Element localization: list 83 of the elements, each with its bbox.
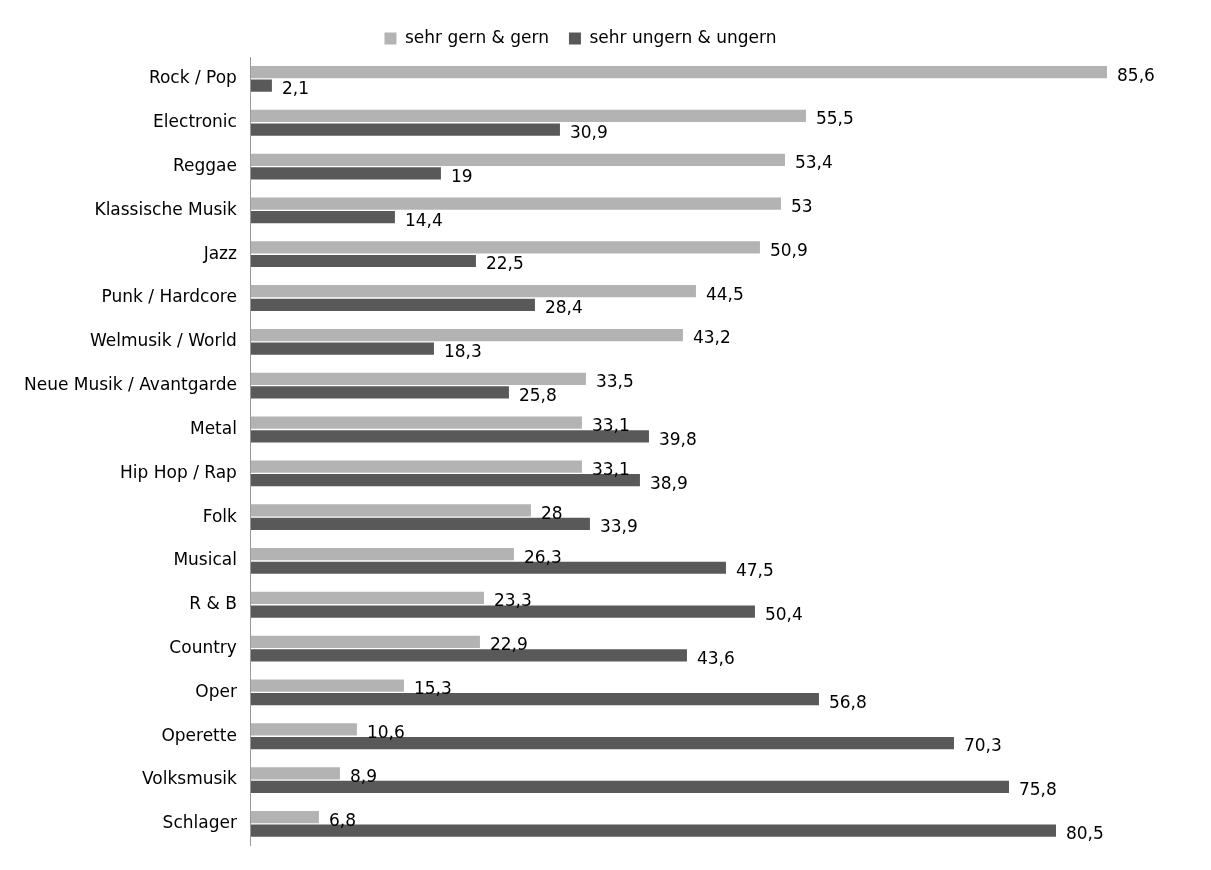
data-label: 43,6 xyxy=(696,647,735,668)
data-label: 70,3 xyxy=(963,735,1002,756)
data-label: 33,1 xyxy=(591,415,630,436)
bar xyxy=(250,153,785,166)
bar xyxy=(250,123,560,136)
data-label: 28 xyxy=(540,502,563,523)
data-label: 75,8 xyxy=(1018,779,1057,800)
bar xyxy=(250,197,781,210)
legend-label: sehr gern & gern xyxy=(404,26,549,47)
data-label: 44,5 xyxy=(705,283,744,304)
data-label: 15,3 xyxy=(413,678,452,699)
y-tick-label: Neue Musik / Avantgarde xyxy=(23,374,237,395)
y-tick-label: Punk / Hardcore xyxy=(101,286,237,307)
data-label: 18,3 xyxy=(443,341,482,362)
bar xyxy=(250,460,582,473)
data-label: 23,3 xyxy=(493,590,532,611)
data-label: 50,4 xyxy=(764,603,803,624)
data-label: 26,3 xyxy=(523,546,562,567)
data-label: 39,8 xyxy=(658,428,697,449)
bar xyxy=(250,635,480,648)
data-label: 33,9 xyxy=(599,516,638,537)
bar xyxy=(250,298,535,311)
bar xyxy=(250,517,590,531)
bar xyxy=(250,548,514,561)
y-tick-label: Volksmusik xyxy=(142,768,238,789)
data-label: 38,9 xyxy=(649,472,688,493)
data-label: 53,4 xyxy=(794,152,833,173)
data-label: 85,6 xyxy=(1117,64,1155,85)
data-label: 33,5 xyxy=(595,371,634,392)
data-label: 33,1 xyxy=(591,458,630,479)
data-label: 19 xyxy=(450,165,473,186)
bar xyxy=(250,372,586,385)
y-tick-label: Welmusik / World xyxy=(89,330,237,351)
bar xyxy=(250,109,806,123)
data-label: 10,6 xyxy=(366,721,405,742)
data-label: 43,2 xyxy=(692,327,731,348)
y-tick-label: Jazz xyxy=(202,242,237,263)
y-tick-label: Hip Hop / Rap xyxy=(120,461,237,482)
bar xyxy=(250,386,509,399)
data-label: 14,4 xyxy=(404,209,443,230)
y-tick-label: Musical xyxy=(173,549,237,570)
bar xyxy=(250,591,484,605)
bar xyxy=(250,241,760,254)
data-label: 25,8 xyxy=(518,384,557,405)
data-label: 22,5 xyxy=(485,253,524,274)
data-label: 47,5 xyxy=(735,560,774,581)
y-tick-label: Klassische Musik xyxy=(94,198,238,219)
data-label: 2,1 xyxy=(281,78,309,99)
data-label: 30,9 xyxy=(569,121,608,142)
y-tick-label: Metal xyxy=(189,417,237,438)
bar xyxy=(250,723,357,736)
bar xyxy=(250,342,434,355)
bar xyxy=(250,416,582,429)
y-tick-label: Operette xyxy=(161,724,237,745)
bar xyxy=(250,167,441,180)
y-tick-label: Folk xyxy=(202,505,238,526)
bar xyxy=(250,254,476,268)
bar xyxy=(250,79,272,92)
data-label: 6,8 xyxy=(328,809,356,830)
y-tick-label: Electronic xyxy=(153,111,237,132)
legend-label: sehr ungern & ungern xyxy=(589,26,777,47)
bar xyxy=(250,504,531,517)
y-tick-label: Country xyxy=(169,637,237,658)
data-label: 56,8 xyxy=(828,691,867,712)
bar xyxy=(250,285,696,298)
data-label: 22,9 xyxy=(489,634,528,655)
bar xyxy=(250,66,1107,79)
data-label: 80,5 xyxy=(1065,823,1104,844)
y-tick-label: Rock / Pop xyxy=(148,67,237,88)
y-tick-label: Oper xyxy=(195,680,237,701)
data-label: 55,5 xyxy=(815,108,854,129)
data-label: 8,9 xyxy=(349,765,377,786)
y-tick-label: Schlager xyxy=(162,812,237,833)
data-label: 28,4 xyxy=(544,297,583,318)
data-label: 53 xyxy=(790,196,813,217)
bar xyxy=(250,328,683,342)
bar xyxy=(250,767,340,780)
y-tick-label: Reggae xyxy=(172,154,237,175)
bar xyxy=(250,810,319,824)
bar xyxy=(250,211,395,224)
y-tick-label: R & B xyxy=(189,593,237,614)
bar xyxy=(250,679,404,692)
data-label: 50,9 xyxy=(769,239,808,260)
